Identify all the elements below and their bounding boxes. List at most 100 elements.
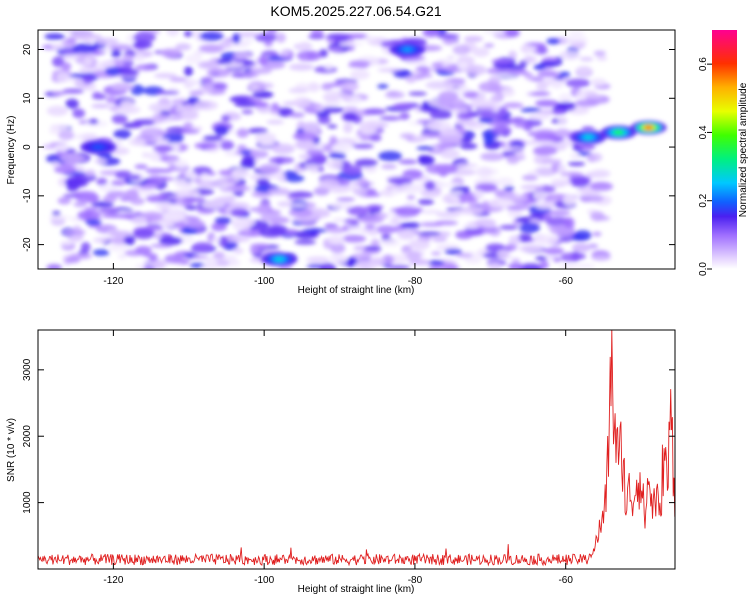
- heatmap-cell: [559, 263, 578, 269]
- heatmap-cell: [184, 171, 197, 180]
- heatmap-cell: [160, 48, 182, 58]
- heatmap-cell: [452, 44, 471, 55]
- heatmap-cell: [264, 40, 273, 47]
- heatmap-cell: [450, 195, 461, 206]
- heatmap-cell: [135, 245, 152, 255]
- heatmap-cell: [507, 65, 526, 70]
- heatmap-cell: [268, 156, 295, 164]
- heatmap-cell: [413, 73, 433, 79]
- heatmap-cell: [184, 205, 198, 211]
- heatmap-cell: [508, 235, 521, 246]
- heatmap-cell: [197, 60, 220, 70]
- heatmap-cell: [336, 197, 356, 202]
- heatmap-cell: [535, 99, 559, 107]
- heatmap-cell: [508, 262, 524, 269]
- heatmap-cell: [83, 57, 94, 67]
- heatmap-cell: [455, 230, 473, 240]
- heatmap-cell: [124, 235, 135, 246]
- heatmap-cell: [536, 83, 549, 91]
- heatmap-cell: [463, 91, 479, 99]
- heatmap-cell: [317, 116, 331, 125]
- heatmap-cell: [236, 128, 249, 138]
- heatmap-cell: [230, 208, 249, 218]
- heatmap-cell: [63, 54, 79, 59]
- heatmap-cell: [375, 225, 397, 234]
- heatmap-cell: [298, 153, 311, 160]
- heatmap-cell: [132, 32, 156, 43]
- heatmap-cell: [452, 186, 470, 192]
- heatmap-cell: [384, 91, 405, 99]
- heatmap-frame: [37, 29, 676, 270]
- heatmap-cell: [145, 168, 165, 174]
- heatmap-cell: [111, 114, 128, 124]
- heatmap-cell: [503, 185, 515, 192]
- heatmap-cell: [294, 230, 318, 239]
- heatmap-cell: [377, 84, 389, 89]
- heatmap-cell: [363, 108, 386, 115]
- heatmap-cell: [348, 60, 371, 67]
- heatmap-cell: [379, 115, 402, 121]
- heatmap-cell: [316, 111, 330, 118]
- heatmap-cell: [134, 54, 145, 62]
- heatmap-cell: [156, 90, 180, 95]
- heatmap-cell: [217, 236, 228, 247]
- heatmap-cell: [563, 217, 575, 229]
- heatmap-cell: [288, 63, 314, 71]
- heatmap-cell: [114, 139, 123, 148]
- heatmap-cell: [234, 101, 257, 108]
- heatmap-cell: [288, 191, 314, 199]
- heatmap-cell: [343, 122, 354, 129]
- heatmap-cell: [111, 82, 132, 91]
- x-tick-label: -100: [254, 276, 274, 287]
- heatmap-cell: [284, 174, 305, 183]
- heatmap-cell: [515, 216, 531, 223]
- heatmap-cell: [498, 106, 508, 117]
- heatmap-cell: [229, 96, 250, 102]
- heatmap-cell: [516, 233, 533, 243]
- heatmap-cell: [399, 222, 421, 229]
- heatmap-cell: [65, 257, 81, 264]
- heatmap-cell: [432, 187, 442, 192]
- heatmap-cell: [294, 239, 317, 245]
- heatmap-cell: [256, 178, 270, 187]
- heatmap-cell: [440, 148, 460, 160]
- heatmap-cell: [446, 55, 455, 61]
- heatmap-cell: [192, 166, 212, 176]
- heatmap-cell: [536, 204, 556, 209]
- heatmap-cell: [536, 44, 548, 55]
- heatmap-cell: [214, 217, 232, 225]
- heatmap-cell: [487, 262, 502, 269]
- heatmap-cell: [529, 213, 545, 219]
- heatmap-cell: [464, 35, 483, 43]
- heatmap-cell: [417, 198, 434, 206]
- heatmap-cell: [513, 122, 530, 128]
- heatmap-cell: [166, 30, 180, 37]
- heatmap-cell: [180, 260, 190, 265]
- heatmap-cell: [288, 208, 313, 217]
- heatmap-cell: [567, 31, 586, 36]
- snr-x-label: Height of straight line (km): [298, 584, 415, 595]
- heatmap-cell: [85, 169, 96, 177]
- heatmap-cell: [488, 198, 514, 208]
- heatmap-cell: [518, 263, 544, 269]
- x-tick-label: -120: [103, 276, 123, 287]
- heatmap-cell: [503, 102, 524, 109]
- heatmap-cell: [213, 251, 225, 260]
- heatmap-cell: [478, 106, 497, 111]
- heatmap-cell: [494, 189, 506, 197]
- heatmap-cell: [158, 168, 173, 173]
- heatmap-cell: [249, 67, 273, 75]
- heatmap-cell: [567, 161, 586, 167]
- heatmap-cell: [350, 69, 370, 80]
- heatmap-cell: [496, 177, 514, 187]
- heatmap-cell: [92, 237, 109, 244]
- heatmap-cell: [130, 84, 145, 96]
- colorbar-gradient: [712, 30, 737, 269]
- snr-x-ticks: -120 -100 -80 -60: [103, 330, 573, 586]
- heatmap-cell: [54, 165, 77, 174]
- heatmap-cell: [492, 73, 517, 78]
- heatmap-cell: [306, 149, 324, 156]
- heatmap-cell: [365, 204, 384, 210]
- heatmap-cell: [174, 159, 189, 169]
